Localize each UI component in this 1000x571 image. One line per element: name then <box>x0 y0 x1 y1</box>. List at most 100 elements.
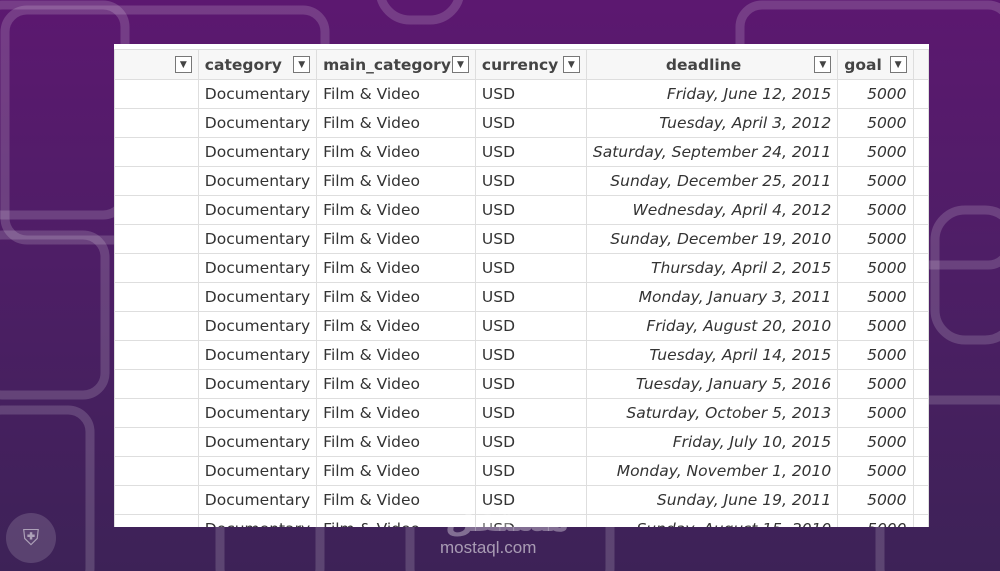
cell-main-category: Film & Video <box>316 224 476 254</box>
cell-deadline: Tuesday, April 14, 2015 <box>585 340 839 370</box>
cell-goal: 5000 <box>837 485 914 515</box>
cell-deadline: Saturday, September 24, 2011 <box>585 137 839 167</box>
cell-index <box>114 311 199 341</box>
cell-main-category: Film & Video <box>316 79 476 109</box>
cell-goal: 5000 <box>837 398 914 428</box>
column-header-label: deadline <box>665 55 742 74</box>
cell-index <box>114 340 199 370</box>
cell-goal: 5000 <box>837 311 914 341</box>
cell-extra <box>912 224 929 254</box>
cell-extra <box>912 166 929 196</box>
cell-extra <box>912 311 929 341</box>
cell-index <box>114 398 199 428</box>
column-header-label: currency <box>481 55 559 74</box>
cell-extra <box>912 514 929 527</box>
cell-currency: USD <box>474 166 587 196</box>
cell-extra <box>912 253 929 283</box>
column-header-extra <box>912 49 929 80</box>
cell-deadline: Friday, July 10, 2015 <box>585 427 839 457</box>
cell-index <box>114 195 199 225</box>
filter-dropdown-icon[interactable]: ▼ <box>174 56 192 73</box>
column-header-index: ▼ <box>114 49 199 80</box>
cell-extra <box>912 282 929 312</box>
column-header-deadline: deadline ▼ <box>585 49 839 80</box>
cell-main-category: Film & Video <box>316 369 476 399</box>
filter-dropdown-icon[interactable]: ▼ <box>562 56 580 73</box>
cell-extra <box>912 456 929 486</box>
cell-deadline: Friday, June 12, 2015 <box>585 79 839 109</box>
table-row: Documentary Film & Video USD Sunday, Decemb… <box>114 224 929 254</box>
cell-index <box>114 79 199 109</box>
cell-category: Documentary <box>197 514 318 527</box>
cell-index <box>114 282 199 312</box>
data-table-panel: ▼ category ▼ main_category ▼ currency ▼ deadlin… <box>114 44 929 527</box>
cell-index <box>114 253 199 283</box>
cell-currency: USD <box>474 427 587 457</box>
cell-deadline: Tuesday, January 5, 2016 <box>585 369 839 399</box>
cell-main-category: Film & Video <box>316 137 476 167</box>
cell-currency: USD <box>474 195 587 225</box>
column-header-label: category <box>204 55 282 74</box>
cell-extra <box>912 79 929 109</box>
cell-category: Documentary <box>197 340 318 370</box>
table-row: Documentary Film & Video USD Tuesday, April… <box>114 108 929 138</box>
watermark-text: mostaql.com <box>440 538 537 557</box>
cell-category: Documentary <box>197 282 318 312</box>
cell-category: Documentary <box>197 137 318 167</box>
cell-category: Documentary <box>197 398 318 428</box>
table-row: Documentary Film & Video USD Thursday, Apri… <box>114 253 929 283</box>
filter-dropdown-icon[interactable]: ▼ <box>451 56 469 73</box>
column-header-currency: currency ▼ <box>474 49 587 80</box>
cell-category: Documentary <box>197 485 318 515</box>
cell-goal: 5000 <box>837 108 914 138</box>
filter-dropdown-icon[interactable]: ▼ <box>293 56 311 73</box>
cell-extra <box>912 369 929 399</box>
cell-category: Documentary <box>197 108 318 138</box>
table-row: Documentary Film & Video USD Monday, Novemb… <box>114 456 929 486</box>
cell-category: Documentary <box>197 166 318 196</box>
cell-main-category: Film & Video <box>316 398 476 428</box>
cell-extra <box>912 485 929 515</box>
cell-index <box>114 166 199 196</box>
table-row: Documentary Film & Video USD Saturday, Octo… <box>114 398 929 428</box>
cell-goal: 5000 <box>837 282 914 312</box>
cell-index <box>114 224 199 254</box>
cell-main-category: Film & Video <box>316 282 476 312</box>
cell-deadline: Saturday, October 5, 2013 <box>585 398 839 428</box>
table-row: Documentary Film & Video USD Tuesday, Janua… <box>114 369 929 399</box>
cell-currency: USD <box>474 282 587 312</box>
cell-main-category: Film & Video <box>316 456 476 486</box>
filter-dropdown-icon[interactable]: ▼ <box>889 56 907 73</box>
cell-index <box>114 514 199 527</box>
cell-goal: 5000 <box>837 137 914 167</box>
cell-extra <box>912 108 929 138</box>
table-row: Documentary Film & Video USD Sunday, Decemb… <box>114 166 929 196</box>
cell-currency: USD <box>474 340 587 370</box>
cell-deadline: Friday, August 20, 2010 <box>585 311 839 341</box>
filter-dropdown-icon[interactable]: ▼ <box>814 56 832 73</box>
cell-goal: 5000 <box>837 253 914 283</box>
cell-index <box>114 485 199 515</box>
cell-goal: 5000 <box>837 514 914 527</box>
cell-deadline: Sunday, December 19, 2010 <box>585 224 839 254</box>
cell-index <box>114 108 199 138</box>
cell-currency: USD <box>474 398 587 428</box>
cell-currency: USD <box>474 79 587 109</box>
cell-main-category: Film & Video <box>316 427 476 457</box>
cell-category: Documentary <box>197 456 318 486</box>
cell-category: Documentary <box>197 224 318 254</box>
cell-currency: USD <box>474 108 587 138</box>
cell-main-category: Film & Video <box>316 253 476 283</box>
cell-extra <box>912 427 929 457</box>
cell-main-category: Film & Video <box>316 311 476 341</box>
table-row: Documentary Film & Video USD Tuesday, April… <box>114 340 929 370</box>
column-header-goal: goal ▼ <box>837 49 914 80</box>
cell-deadline: Sunday, December 25, 2011 <box>585 166 839 196</box>
cell-goal: 5000 <box>837 166 914 196</box>
cell-deadline: Monday, November 1, 2010 <box>585 456 839 486</box>
cell-goal: 5000 <box>837 195 914 225</box>
table-row: Documentary Film & Video USD Friday, June 1… <box>114 79 929 109</box>
cell-deadline: Thursday, April 2, 2015 <box>585 253 839 283</box>
cell-extra <box>912 340 929 370</box>
cell-currency: USD <box>474 311 587 341</box>
